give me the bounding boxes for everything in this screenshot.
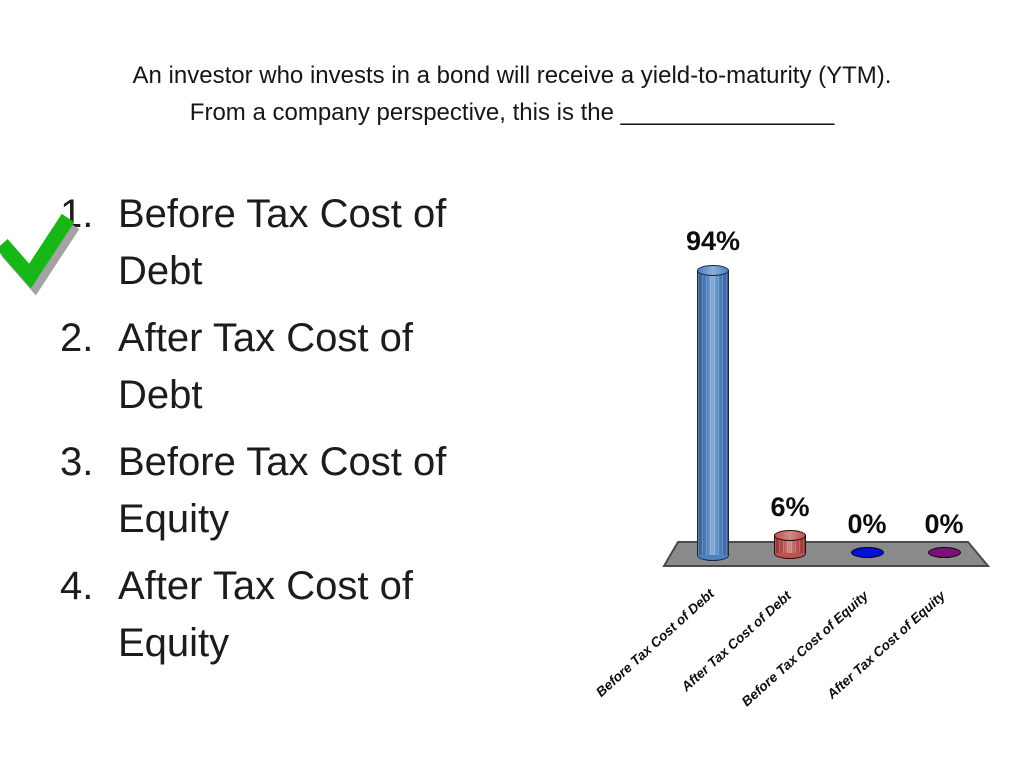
answer-number: 4.: [60, 564, 94, 608]
question-title-line-2: From a company perspective, this is the …: [189, 99, 835, 126]
answer-number: 2.: [60, 316, 94, 360]
chart-bars-layer: [560, 210, 1024, 758]
chart-floor: [662, 541, 991, 567]
bar-flat-ellipse-4: [927, 546, 961, 558]
answer-label: Before Tax Cost of Equity: [118, 440, 447, 541]
question-title-line-1: An investor who invests in a bond will r…: [132, 62, 892, 89]
answer-item-1: 1. Before Tax Cost of Debt: [60, 186, 500, 300]
answer-list: 1. Before Tax Cost of Debt 2. After Tax …: [60, 186, 500, 682]
answer-item-4: 4. After Tax Cost of Equity: [60, 558, 500, 672]
bar-value-label-4: 0%: [924, 509, 964, 539]
bar-value-label-1: 94%: [685, 226, 741, 256]
bar-flat-ellipse-3: [850, 546, 884, 558]
answer-item-3: 3. Before Tax Cost of Equity: [60, 434, 500, 548]
answer-number: 3.: [60, 440, 94, 484]
poll-results-chart: 94% 6% 0% 0% Before Tax Cost of Debt Aft…: [560, 210, 1024, 758]
bar-value-label-2: 6%: [770, 492, 810, 522]
answer-item-2: 2. After Tax Cost of Debt: [60, 310, 500, 424]
answer-label: After Tax Cost of Debt: [118, 316, 413, 417]
answer-label: Before Tax Cost of Debt: [118, 192, 447, 293]
bar-value-label-3: 0%: [847, 509, 887, 539]
bar-top-cap-1: [697, 264, 729, 276]
checkmark-icon: [0, 213, 80, 296]
bar-cylinder-1: [697, 270, 729, 555]
question-title: An investor who invests in a bond will r…: [32, 57, 992, 131]
answer-label: After Tax Cost of Equity: [118, 564, 413, 665]
bar-top-cap-2: [774, 529, 806, 541]
